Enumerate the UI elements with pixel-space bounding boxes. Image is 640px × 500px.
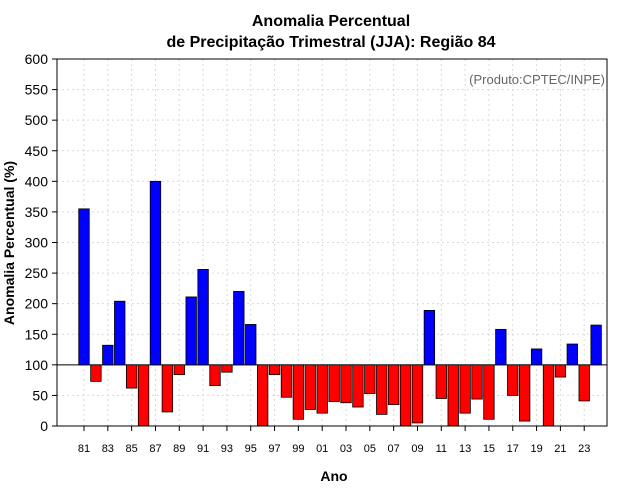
y-tick-label: 450 — [25, 143, 49, 159]
x-axis: 81 83 85 87 89 91 93 95 97 99 01 03 05 07 09 11 13 15 17 19… — [78, 426, 590, 455]
bar — [245, 324, 257, 366]
x-tick-label: 01 — [316, 443, 328, 455]
x-tick-label: 17 — [507, 443, 519, 455]
bar — [352, 364, 364, 408]
bar — [78, 208, 90, 366]
bar — [221, 364, 233, 373]
bar — [411, 364, 424, 424]
y-tick-label: 200 — [25, 296, 49, 312]
credit-label: (Produto:CPTEC/INPE) — [469, 72, 605, 87]
bar — [554, 364, 567, 378]
x-tick-label: 21 — [554, 443, 566, 455]
x-tick-label: 99 — [292, 443, 304, 455]
bar — [376, 364, 388, 415]
chart-title-line2: de Precipitação Trimestral (JJA): Região… — [166, 34, 495, 51]
y-tick-label: 400 — [25, 173, 49, 189]
x-tick-label: 15 — [483, 443, 495, 455]
y-tick-label: 300 — [25, 235, 49, 251]
y-tick-label: 500 — [25, 112, 49, 128]
bar — [90, 364, 102, 382]
bar — [161, 364, 174, 413]
y-tick-label: 50 — [32, 387, 48, 403]
bar — [459, 364, 471, 414]
bar — [519, 364, 531, 422]
bar — [256, 364, 269, 427]
y-tick-label: 350 — [25, 204, 49, 220]
bar — [209, 364, 221, 387]
x-tick-label: 81 — [78, 443, 90, 455]
x-tick-label: 95 — [245, 443, 257, 455]
x-tick-label: 97 — [268, 443, 280, 455]
bar — [399, 364, 412, 427]
bar — [507, 364, 519, 396]
y-tick-label: 250 — [25, 265, 49, 281]
y-axis: 0 50 100 150 200 250 300 350 400 450 500 550 600 — [25, 51, 57, 434]
x-tick-label: 85 — [126, 443, 138, 455]
x-tick-label: 91 — [197, 443, 209, 455]
bar — [483, 364, 495, 420]
bar — [233, 291, 245, 366]
bar — [578, 364, 590, 402]
bar — [388, 364, 400, 405]
bar — [340, 364, 352, 404]
bar — [292, 364, 305, 420]
x-tick-label: 83 — [102, 443, 114, 455]
bar — [149, 180, 162, 366]
y-tick-label: 100 — [25, 357, 49, 373]
y-tick-label: 600 — [25, 51, 49, 67]
bar — [423, 309, 436, 366]
x-tick-label: 93 — [221, 443, 233, 455]
bar — [328, 364, 340, 402]
bar — [566, 343, 578, 366]
x-tick-label: 03 — [340, 443, 352, 455]
bar — [471, 364, 483, 400]
bar — [197, 269, 209, 366]
x-tick-label: 23 — [578, 443, 590, 455]
bar — [280, 364, 293, 398]
x-tick-label: 11 — [436, 443, 447, 455]
bar — [125, 364, 138, 389]
bar — [102, 344, 114, 366]
y-axis-label: Anomalia Percentual (%) — [1, 161, 17, 325]
bar — [447, 364, 459, 427]
bar — [114, 300, 126, 366]
y-tick-label: 150 — [25, 326, 49, 342]
x-tick-label: 89 — [173, 443, 185, 455]
x-tick-label: 13 — [459, 443, 471, 455]
chart-title-line1: Anomalia Percentual — [252, 13, 410, 30]
x-tick-label: 19 — [530, 443, 542, 455]
x-axis-label: Ano — [320, 468, 347, 484]
bar — [185, 296, 197, 366]
bar — [137, 364, 150, 427]
bars — [78, 180, 602, 427]
x-tick-label: 07 — [388, 443, 400, 455]
bar — [316, 364, 328, 414]
bar — [530, 348, 543, 366]
bar — [268, 364, 281, 376]
x-tick-label: 05 — [364, 443, 376, 455]
bar — [364, 364, 376, 394]
bar — [542, 364, 555, 427]
bar — [590, 324, 602, 366]
y-tick-label: 0 — [40, 418, 48, 434]
x-tick-label: 87 — [149, 443, 161, 455]
x-tick-label: 09 — [411, 443, 423, 455]
bar — [495, 328, 507, 366]
y-tick-label: 550 — [25, 82, 49, 98]
bar — [435, 364, 447, 399]
bar — [173, 364, 185, 376]
bar — [304, 364, 316, 410]
